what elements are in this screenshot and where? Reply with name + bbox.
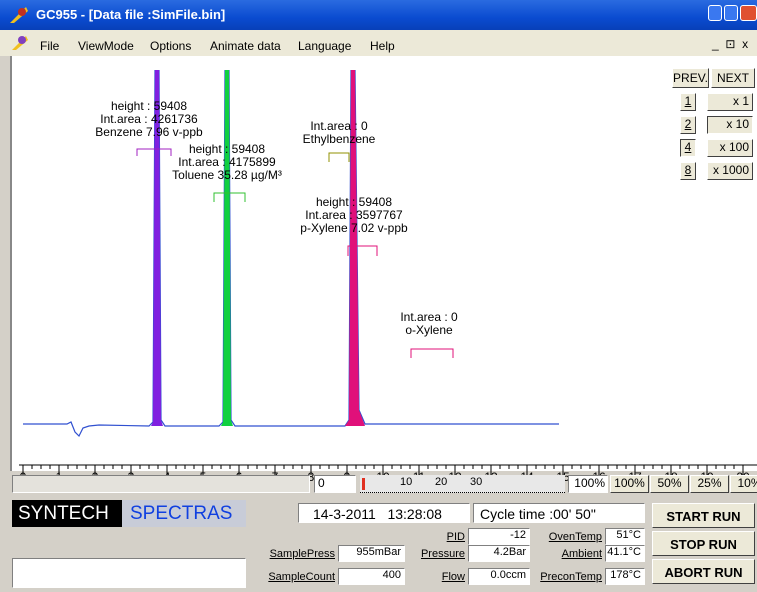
- reading-value: 41.1°C: [605, 545, 645, 562]
- next-button[interactable]: NEXT: [711, 68, 755, 88]
- menu-item[interactable]: Language: [298, 39, 352, 53]
- peak-label: height : 59408: [111, 99, 187, 113]
- peak-label: Int.area : 4261736: [100, 112, 198, 126]
- reading-label: SamplePress: [269, 548, 335, 560]
- zoom-button[interactable]: x 1000: [707, 162, 753, 180]
- peak-label: Benzene 7.96 v-ppb: [95, 125, 203, 139]
- brand-spectras: SPECTRAS: [122, 500, 246, 527]
- doc-icon: [12, 36, 28, 50]
- bracket: [328, 152, 350, 162]
- slider-mark: 30: [470, 476, 483, 488]
- zoom-key[interactable]: 8: [680, 162, 696, 180]
- reading-label: Ambient: [561, 548, 602, 560]
- peak-label: Int.area : 4175899: [178, 155, 276, 169]
- window-title: GC955 - [Data file :SimFile.bin]: [36, 7, 226, 22]
- peak-label: height : 59408: [316, 195, 392, 209]
- reading-value: 178°C: [605, 568, 645, 585]
- peak-benzene: [150, 70, 163, 426]
- bracket: [347, 245, 378, 256]
- reading-value: 400: [338, 568, 405, 585]
- run-button[interactable]: ABORT RUN: [652, 559, 755, 584]
- minimize-button[interactable]: [708, 5, 722, 21]
- reading-label: SampleCount: [268, 571, 335, 583]
- zoom-button[interactable]: x 10: [707, 116, 753, 134]
- menu-item[interactable]: Animate data: [210, 39, 281, 53]
- scale-button[interactable]: 10%: [730, 475, 757, 493]
- run-button[interactable]: START RUN: [652, 503, 755, 528]
- reading-label: Pressure: [420, 548, 465, 560]
- scale-button[interactable]: 50%: [650, 475, 689, 493]
- reading-label: Flow: [441, 571, 465, 583]
- prev-button[interactable]: PREV.: [672, 68, 709, 88]
- reading-value: 51°C: [605, 528, 645, 545]
- zoom-key[interactable]: 4: [680, 139, 696, 157]
- close-button[interactable]: [740, 5, 757, 21]
- tick-label: 8: [307, 470, 314, 484]
- bracket: [136, 148, 172, 156]
- status-field: [12, 475, 310, 493]
- peak-label: p-Xylene 7.02 v-ppb: [300, 221, 408, 235]
- slider-mark: 20: [435, 476, 448, 488]
- peak-label: Int.area : 0: [310, 119, 368, 133]
- peak-toluene: [220, 70, 233, 426]
- reading-value: 955mBar: [338, 545, 405, 562]
- peak-label: Int.area : 3597767: [305, 208, 403, 222]
- run-button[interactable]: STOP RUN: [652, 531, 755, 556]
- message-field: [12, 558, 246, 588]
- chromatogram: height : 59408 Int.area : 4261736 Benzene …: [10, 56, 757, 484]
- reading-label: OvenTemp: [548, 531, 602, 543]
- bracket: [213, 192, 246, 202]
- peak-label: Ethylbenzene: [302, 132, 375, 146]
- zoom-button[interactable]: x 1: [707, 93, 753, 111]
- zoom-key[interactable]: 2: [680, 116, 696, 134]
- datetime-field: 14-3-2011 13:28:08: [298, 503, 470, 523]
- peak-xylene: [344, 70, 365, 426]
- peak-label: height : 59408: [189, 142, 265, 156]
- menu-item[interactable]: Options: [150, 39, 192, 53]
- reading-value: -12: [468, 528, 530, 545]
- slider-thumb[interactable]: [362, 478, 365, 490]
- peak-label: Toluene 35.28 µg/M³: [172, 168, 282, 182]
- menu-bar: _ ⊡ x File ViewMode Options Animate data Lan…: [0, 30, 757, 56]
- reading-value: 0.0ccm: [468, 568, 530, 585]
- maximize-button[interactable]: [724, 5, 738, 21]
- slider-mark: 10: [400, 476, 413, 488]
- slider[interactable]: 10 20 30: [360, 475, 565, 493]
- reading-label: PID: [446, 531, 465, 543]
- percent-field: 100%: [568, 475, 608, 493]
- reading-label: PreconTemp: [540, 571, 602, 583]
- scale-button[interactable]: 100%: [610, 475, 649, 493]
- reading-value: 4.2Bar: [468, 545, 530, 562]
- menu-item[interactable]: ViewMode: [78, 39, 134, 53]
- bracket: [410, 348, 454, 358]
- cycle-field: Cycle time :00' 50": [473, 503, 645, 523]
- peak-label: o-Xylene: [405, 323, 453, 337]
- brand-syntech: SYNTECH: [12, 500, 122, 527]
- mdi-controls[interactable]: _ ⊡ x: [712, 37, 749, 51]
- zoom-key[interactable]: 1: [680, 93, 696, 111]
- peak-label: Int.area : 0: [400, 310, 458, 324]
- title-bar: GC955 - [Data file :SimFile.bin]: [0, 0, 757, 30]
- menu-item[interactable]: File: [40, 39, 60, 53]
- app-icon: [10, 7, 28, 23]
- menu-item[interactable]: Help: [370, 39, 395, 53]
- scale-button[interactable]: 25%: [690, 475, 729, 493]
- slider-start: 0: [314, 475, 356, 493]
- zoom-button[interactable]: x 100: [707, 139, 753, 157]
